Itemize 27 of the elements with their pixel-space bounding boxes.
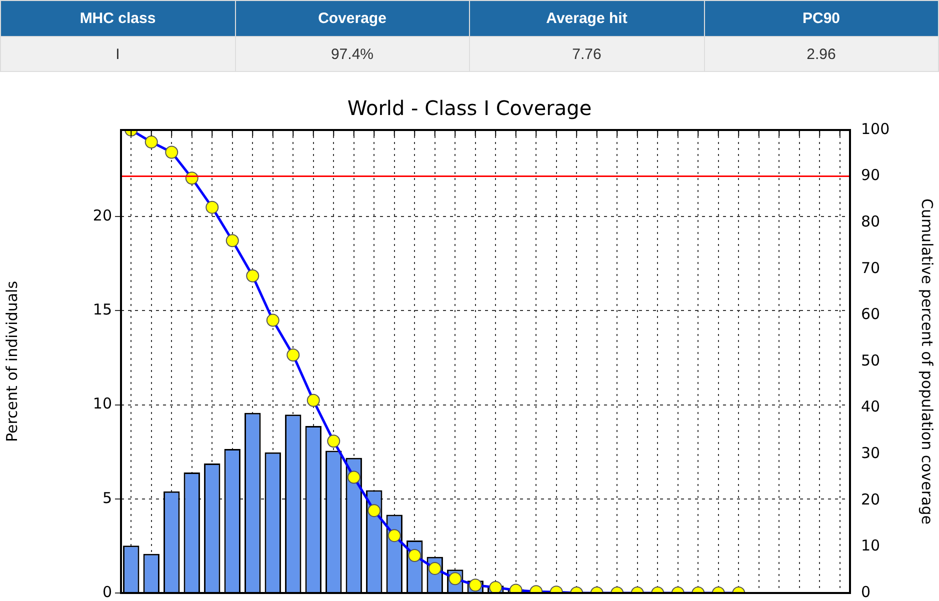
text: Average hit bbox=[470, 0, 704, 36]
text: MHC class bbox=[0, 0, 235, 36]
y2-tick-label: 20 bbox=[861, 490, 880, 508]
text: PC90 bbox=[704, 0, 938, 36]
y2-tick-label: 100 bbox=[861, 120, 890, 138]
y2-tick-label: 90 bbox=[861, 166, 880, 184]
y-tick-label: 20 bbox=[92, 206, 112, 224]
y2-tick-label: 0 bbox=[861, 582, 871, 601]
text: I bbox=[0, 36, 235, 72]
y2-tick-label: 70 bbox=[861, 258, 880, 277]
text: Coverage bbox=[235, 0, 470, 36]
text: 2.96 bbox=[704, 36, 938, 72]
y2-tick-label: 10 bbox=[861, 536, 880, 555]
y-tick-label: 0 bbox=[102, 582, 112, 601]
y2-tick-label: 80 bbox=[861, 212, 880, 230]
y2-axis-title: Cumulative percent of population coverage bbox=[918, 198, 936, 525]
y-tick-label: 5 bbox=[102, 488, 112, 507]
y-tick-label: 15 bbox=[92, 300, 112, 319]
y-tick-label: 10 bbox=[92, 394, 112, 413]
text: 97.4% bbox=[235, 36, 470, 72]
chart-title: World - Class I Coverage bbox=[347, 96, 592, 120]
y-axis-title: Percent of individuals bbox=[2, 280, 21, 442]
y2-tick-label: 30 bbox=[861, 444, 880, 462]
y2-tick-label: 40 bbox=[861, 398, 880, 416]
y2-tick-label: 50 bbox=[861, 351, 880, 370]
text: 7.76 bbox=[470, 36, 704, 72]
y2-tick-label: 60 bbox=[861, 305, 880, 324]
